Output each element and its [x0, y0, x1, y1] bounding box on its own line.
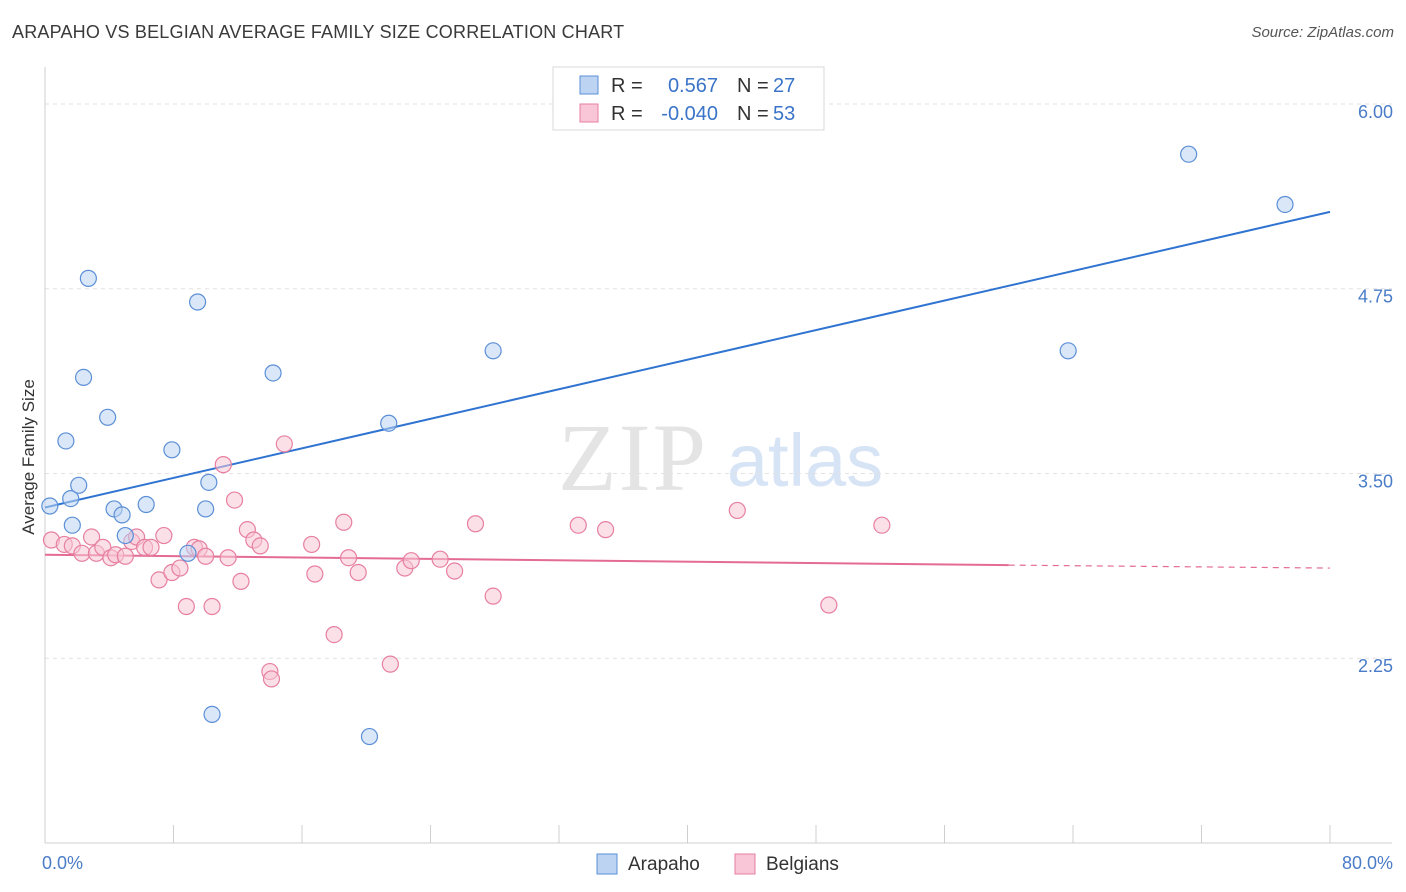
legend-n-label-2: N =: [737, 103, 769, 125]
grid-lines: [45, 103, 1392, 659]
legend-r-label-1: R =: [611, 75, 643, 97]
point-belgians: [155, 526, 173, 545]
point-belgians: [445, 562, 464, 580]
point-belgians: [431, 550, 449, 568]
point-arapaho: [1276, 195, 1294, 214]
point-arapaho: [62, 490, 80, 508]
point-belgians: [569, 516, 587, 534]
trend-line-arapaho: [44, 210, 1331, 509]
point-arapaho: [163, 441, 181, 459]
point-belgians: [335, 513, 353, 531]
point-arapaho: [1180, 145, 1198, 163]
point-belgians: [275, 435, 293, 453]
x-tick-labels: 0.0% 80.0%: [42, 853, 1393, 873]
legend-r-value-2: -0.040: [661, 103, 718, 125]
axes: [44, 67, 1392, 844]
point-belgians: [73, 544, 91, 562]
series-legend: Arapaho Belgians: [596, 853, 839, 875]
legend-swatch-arapaho: [579, 75, 599, 95]
point-belgians: [219, 549, 237, 567]
trend-lines: [44, 210, 1331, 569]
y-tick-label: 2.25: [1358, 656, 1393, 676]
legend-r-label-2: R =: [611, 103, 643, 125]
watermark-atlas: atlas: [727, 419, 883, 502]
point-arapaho: [99, 408, 117, 426]
point-belgians: [325, 625, 343, 644]
point-arapaho: [188, 293, 207, 311]
point-belgians: [596, 521, 615, 539]
point-arapaho: [137, 495, 155, 514]
point-belgians: [820, 596, 838, 614]
point-belgians: [381, 655, 399, 673]
source-label: Source: ZipAtlas.com: [1251, 24, 1394, 41]
point-arapaho: [70, 476, 88, 494]
point-arapaho: [360, 727, 379, 746]
point-arapaho: [63, 516, 81, 534]
point-belgians: [142, 538, 160, 556]
chart-title: ARAPAHO VS BELGIAN AVERAGE FAMILY SIZE C…: [12, 22, 625, 42]
data-points: [41, 145, 1294, 746]
legend-n-value-2: 53: [773, 103, 795, 125]
y-tick-label: 4.75: [1358, 287, 1393, 307]
bottom-legend-arapaho: Arapaho: [628, 854, 700, 875]
point-arapaho: [484, 342, 502, 360]
bottom-legend-swatch-arapaho: [596, 853, 618, 875]
point-belgians: [197, 547, 215, 565]
point-arapaho: [116, 526, 134, 545]
point-arapaho: [380, 414, 398, 432]
point-belgians: [232, 572, 250, 590]
y-axis-label: Average Family Size: [19, 379, 38, 535]
point-belgians: [339, 549, 358, 567]
trend-line-extension: [1008, 564, 1331, 569]
point-arapaho: [79, 269, 97, 287]
point-belgians: [466, 515, 485, 533]
x-tick-label: 0.0%: [42, 853, 83, 873]
stats-legend: R = 0.567 N = 27 R = -0.040 N = 53: [552, 66, 825, 131]
point-arapaho: [203, 705, 221, 724]
point-belgians: [402, 552, 420, 570]
y-tick-label: 6.00: [1358, 102, 1393, 122]
legend-r-value-1: 0.567: [668, 75, 718, 97]
y-tick-labels: 2.25 3.50 4.75 6.00: [1358, 102, 1393, 676]
point-belgians: [116, 547, 134, 565]
point-belgians: [728, 501, 746, 520]
point-arapaho: [264, 364, 282, 382]
point-belgians: [177, 597, 195, 616]
point-arapaho: [200, 473, 218, 491]
point-belgians: [306, 565, 324, 583]
legend-n-label-1: N =: [737, 75, 769, 97]
point-belgians: [873, 516, 891, 534]
point-arapaho: [179, 544, 197, 562]
bottom-legend-swatch-belgians: [734, 853, 756, 875]
point-arapaho: [41, 497, 59, 515]
point-arapaho: [1059, 342, 1077, 360]
point-belgians: [303, 535, 321, 554]
point-belgians: [150, 571, 168, 589]
point-belgians: [251, 537, 269, 555]
bottom-legend-belgians: Belgians: [766, 854, 839, 875]
point-arapaho: [197, 500, 215, 518]
x-tick-label: 80.0%: [1342, 853, 1393, 873]
point-belgians: [203, 597, 221, 616]
point-belgians: [82, 528, 101, 546]
point-belgians: [214, 456, 232, 474]
point-arapaho: [74, 368, 93, 386]
legend-swatch-belgians: [579, 103, 599, 123]
point-arapaho: [57, 432, 75, 450]
point-belgians: [225, 491, 244, 509]
point-belgians: [262, 670, 281, 688]
watermark-zip: ZIP: [558, 404, 708, 511]
point-belgians: [171, 559, 189, 577]
point-belgians: [349, 563, 367, 582]
point-arapaho: [113, 506, 131, 524]
y-tick-label: 3.50: [1358, 471, 1393, 491]
point-belgians: [484, 587, 502, 605]
legend-n-value-1: 27: [773, 75, 795, 97]
